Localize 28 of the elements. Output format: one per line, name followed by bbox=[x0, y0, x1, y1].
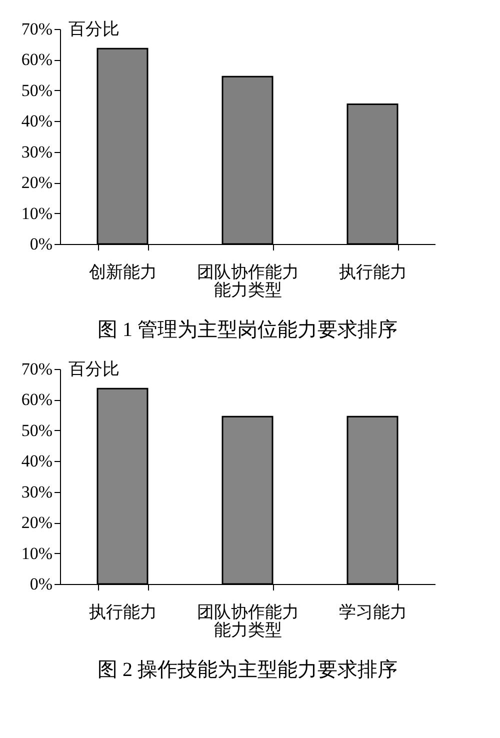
y-tick-label: 60% bbox=[21, 50, 52, 70]
x-tick-label: 学习能力 bbox=[339, 602, 407, 622]
x-tick-label: 团队协作能力 bbox=[197, 602, 299, 622]
y-tick-label: 50% bbox=[21, 80, 52, 100]
y-tick-label: 30% bbox=[21, 482, 52, 502]
y-axis-title: 百分比 bbox=[68, 360, 120, 378]
y-tick-label: 70% bbox=[21, 360, 52, 378]
x-tick-label: 创新能力 bbox=[89, 262, 157, 282]
y-tick-label: 70% bbox=[21, 20, 52, 38]
text: 图 2 操作技能为主型能力要求排序 bbox=[98, 658, 398, 681]
y-tick-label: 10% bbox=[21, 544, 52, 563]
y-tick-label: 40% bbox=[21, 452, 52, 471]
x-tick-label: 执行能力 bbox=[89, 602, 157, 622]
x-tick-label: 执行能力 bbox=[339, 262, 407, 282]
y-tick-label: 60% bbox=[21, 390, 52, 410]
x-axis-title: 能力类型 bbox=[214, 620, 282, 640]
y-tick-label: 30% bbox=[21, 142, 52, 162]
y-tick-label: 0% bbox=[30, 574, 52, 594]
y-axis-title: 百分比 bbox=[68, 20, 120, 38]
x-tick-label: 团队协作能力 bbox=[197, 262, 299, 282]
y-tick-label: 20% bbox=[21, 173, 52, 192]
y-tick-label: 0% bbox=[30, 234, 52, 254]
x-axis-title: 能力类型 bbox=[214, 280, 282, 300]
y-tick-label: 10% bbox=[21, 204, 52, 223]
y-tick-label: 50% bbox=[21, 420, 52, 440]
y-tick-label: 20% bbox=[21, 513, 52, 532]
y-tick-label: 40% bbox=[21, 112, 52, 131]
text: 图 1 管理为主型岗位能力要求排序 bbox=[98, 318, 398, 341]
